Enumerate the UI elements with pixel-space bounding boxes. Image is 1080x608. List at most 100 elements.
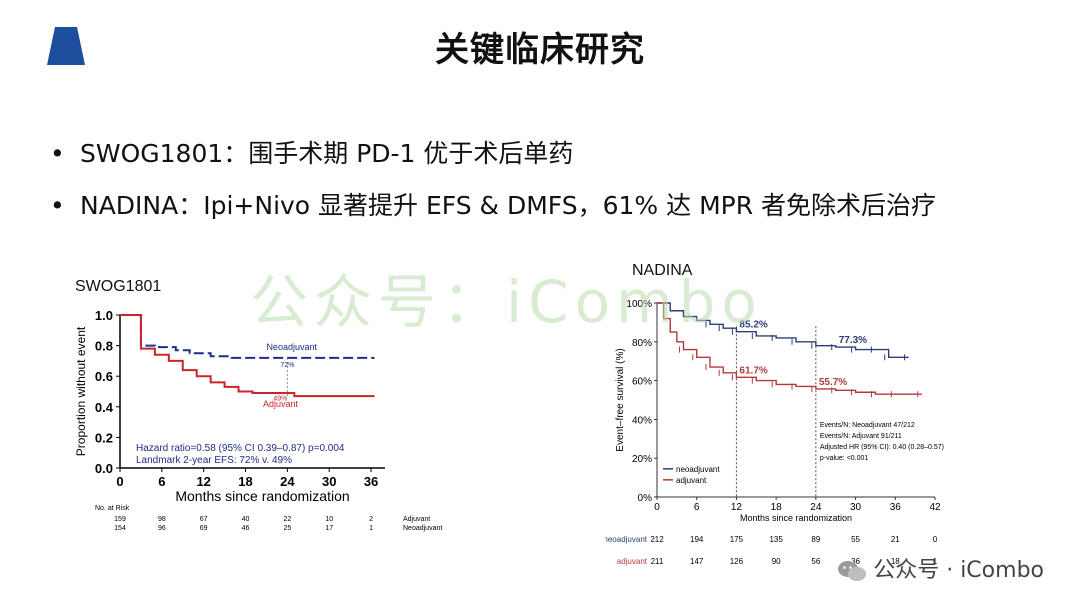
risk-table-row-label: adjuvant [617, 557, 648, 566]
stats-line: Events/N: Adjuvant 91/211 [820, 433, 902, 440]
y-tick-label: 0.2 [95, 430, 113, 445]
x-axis-label: Months since randomization [740, 513, 852, 523]
risk-table-cell: 154 [114, 525, 126, 532]
y-tick-label: 0.8 [95, 339, 113, 354]
annotation-label: 85.2% [739, 320, 767, 331]
risk-table-cell: 175 [730, 535, 744, 544]
risk-table-cell: 212 [650, 535, 664, 544]
risk-table-cell: 147 [690, 557, 704, 566]
risk-table-cell: 2 [369, 516, 373, 523]
annotation-label: 61.7% [739, 365, 767, 376]
x-tick-label: 12 [196, 474, 210, 489]
y-tick-label: 60% [632, 377, 652, 388]
risk-table-cell: 17 [325, 525, 333, 532]
risk-table-row-label: neoadjuvant [605, 535, 648, 544]
x-tick-label: 36 [890, 502, 902, 513]
risk-table-cell: 1 [369, 525, 373, 532]
risk-table-cell: 67 [200, 516, 208, 523]
y-tick-label: 20% [632, 454, 652, 465]
series-line-neoadjuvant [657, 302, 909, 359]
annotation-label: 55.7% [819, 377, 847, 388]
stats-line: p-value: <0.001 [820, 455, 869, 462]
x-tick-label: 24 [280, 474, 295, 489]
x-tick-label: 30 [850, 502, 862, 513]
risk-table-cell: 55 [851, 535, 860, 544]
stats-line: Adjusted HR (95% CI): 0.40 (0.28–0.57) [820, 444, 944, 451]
footer-watermark: 公众号 · iCombo [837, 552, 1044, 584]
risk-table-cell: 69 [200, 525, 208, 532]
risk-table-cell: 89 [811, 535, 820, 544]
legend-label-neoadjuvant: neoadjuvant [676, 465, 720, 474]
watermark-text: 公众号：iCombo [250, 268, 763, 336]
bullet-item: • NADINA：Ipi+Nivo 显著提升 EFS & DMFS，61% 达 M… [50, 191, 937, 220]
risk-table-cell: 126 [730, 557, 744, 566]
x-tick-label: 0 [654, 502, 660, 513]
y-tick-label: 1.0 [95, 308, 113, 323]
footer-watermark-text: 公众号 · iCombo [873, 558, 1044, 583]
slide-title: 关键临床研究 [435, 30, 645, 70]
bullet-text: NADINA：Ipi+Nivo 显著提升 EFS & DMFS，61% 达 MP… [80, 191, 937, 220]
y-tick-label: 0.6 [95, 369, 113, 384]
chart2-caption: NADINA [632, 262, 693, 279]
y-tick-label: 0.4 [95, 400, 114, 415]
risk-table-cell: 25 [283, 525, 291, 532]
nadina-km-chart: 0% 20% 40% 60% 80% 100% 0 6 12 18 24 30 36 42 85.2% 7… [605, 299, 944, 566]
bullet-text: SWOG1801：围手术期 PD-1 优于术后单药 [80, 139, 574, 168]
x-tick-label: 6 [158, 474, 165, 489]
risk-table-cell: 90 [772, 557, 781, 566]
series-line-adjuvant [657, 302, 922, 395]
legend-neoadjuvant: Neoadjuvant [266, 342, 317, 352]
risk-table-cell: 98 [158, 516, 166, 523]
risk-table-cell: 1 [933, 557, 938, 566]
series-line-neoadjuvant [120, 314, 375, 359]
legend-label-adjuvant: adjuvant [676, 476, 707, 485]
swog1801-km-chart: 0.00.20.40.60.81.0 0 6 12 18 24 30 36 72%49% P… [74, 308, 442, 532]
risk-table-cell: 40 [242, 516, 250, 523]
bullet-list: • SWOG1801：围手术期 PD-1 优于术后单药 • NADINA：Ipi+N… [50, 128, 936, 232]
x-tick-label: 0 [116, 474, 123, 489]
risk-table-cell: 211 [651, 557, 664, 566]
risk-table-row-label: Neoadjuvant [403, 525, 442, 532]
risk-table-cell: 22 [283, 516, 291, 523]
x-tick-label: 24 [810, 502, 822, 513]
hazard-ratio-text: Hazard ratio=0.58 (95% CI 0.39–0.87) p=0… [136, 443, 345, 454]
x-tick-label: 12 [731, 502, 743, 513]
y-tick-label: 0.0 [95, 461, 113, 476]
annotation-label: 72% [280, 362, 294, 369]
chart1-caption: SWOG1801 [75, 278, 162, 295]
y-tick-label: 40% [632, 415, 652, 426]
x-tick-label: 18 [771, 502, 783, 513]
bullet-item: • SWOG1801：围手术期 PD-1 优于术后单药 [50, 139, 574, 168]
x-axis-label: Months since randomization [175, 488, 349, 504]
risk-table-cell: 56 [811, 557, 820, 566]
y-tick-label: 0% [638, 493, 653, 504]
legend-adjuvant: Adjuvant [263, 399, 299, 409]
risk-table-cell: 46 [242, 525, 250, 532]
risk-table-header: No. at Risk [95, 505, 130, 512]
landmark-efs-text: Landmark 2-year EFS: 72% v. 49% [136, 455, 292, 466]
risk-table-cell: 10 [325, 516, 333, 523]
x-tick-label: 30 [322, 474, 336, 489]
risk-table-cell: 194 [690, 535, 704, 544]
risk-table-cell: 36 [851, 557, 860, 566]
y-tick-label: 80% [632, 338, 652, 349]
y-tick-label: 100% [626, 299, 652, 310]
risk-table-cell: 0 [933, 535, 938, 544]
risk-table-cell: 18 [891, 557, 900, 566]
y-axis-label: Event–free survival (%) [615, 348, 626, 451]
risk-table-cell: 135 [769, 535, 783, 544]
x-tick-label: 36 [364, 474, 378, 489]
risk-table-cell: 96 [158, 525, 166, 532]
stats-line: Events/N: Neoadjuvant 47/212 [820, 422, 915, 429]
x-tick-label: 18 [238, 474, 252, 489]
risk-table-cell: 21 [891, 535, 900, 544]
series-line-adjuvant [120, 314, 375, 398]
risk-table-cell: 159 [114, 516, 126, 523]
x-tick-label: 6 [694, 502, 700, 513]
risk-table-row-label: Adjuvant [403, 516, 430, 523]
wechat-icon [838, 561, 867, 581]
annotation-label: 77.3% [839, 335, 867, 346]
y-axis-label: Proportion without event [74, 326, 88, 456]
logo-trapezoid-icon [47, 27, 85, 65]
x-tick-label: 42 [929, 502, 941, 513]
